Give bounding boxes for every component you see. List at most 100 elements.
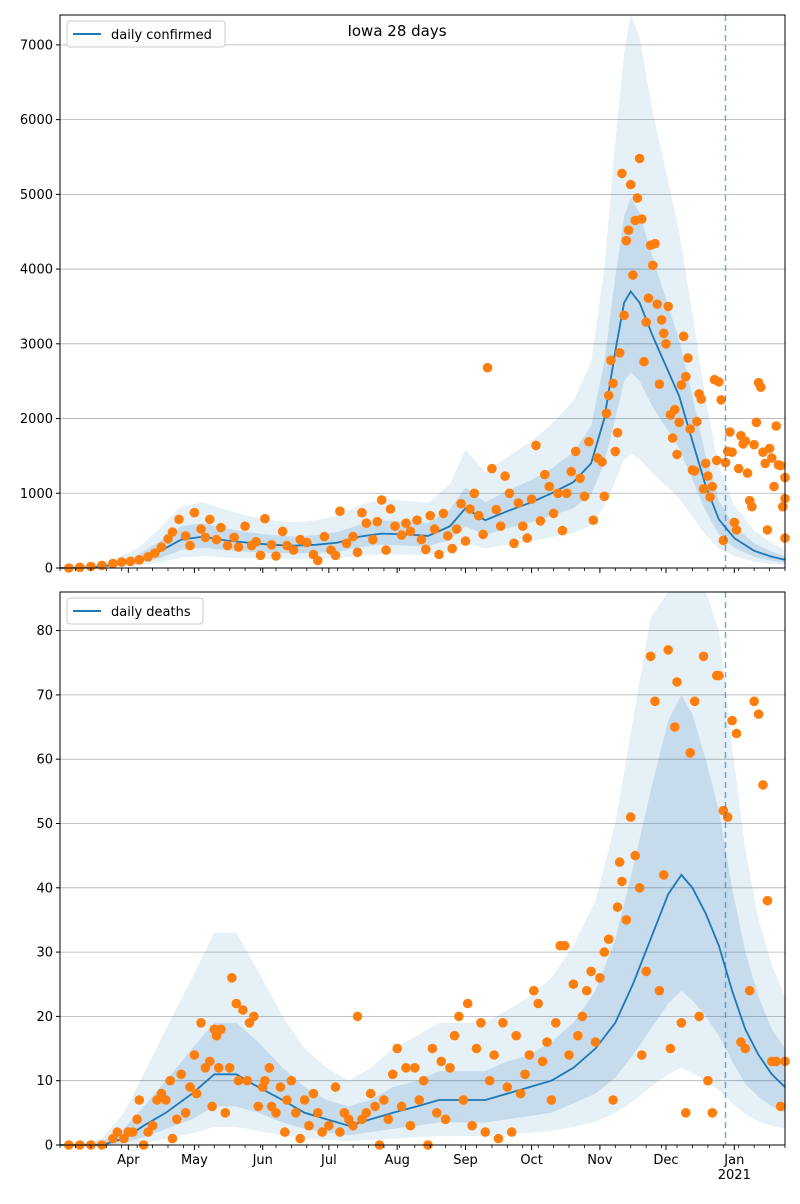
deaths-observed-point bbox=[299, 1095, 310, 1105]
confirmed-points bbox=[64, 153, 790, 573]
deaths-observed-point bbox=[361, 1108, 372, 1118]
deaths-observed-point bbox=[220, 1108, 231, 1118]
deaths-legend: daily deaths bbox=[66, 597, 204, 625]
deaths-observed-point bbox=[546, 1095, 557, 1105]
deaths-observed-point bbox=[659, 870, 669, 880]
confirmed-observed-point bbox=[271, 551, 281, 561]
confirmed-observed-point bbox=[608, 378, 618, 389]
deaths-observed-point bbox=[595, 973, 605, 983]
confirmed-legend: daily confirmed bbox=[66, 20, 226, 48]
confirmed-observed-point bbox=[742, 468, 753, 478]
deaths-y-ticks: 0 10 20 30 40 50 60 70 80 bbox=[36, 624, 60, 1154]
confirmed-observed-point bbox=[670, 404, 680, 415]
deaths-observed-point bbox=[185, 1082, 195, 1092]
confirmed-observed-point bbox=[705, 492, 715, 502]
deaths-observed-point bbox=[714, 670, 724, 681]
deaths-line-group bbox=[60, 873, 786, 1146]
confirmed-observed-point bbox=[747, 501, 757, 512]
deaths-observed-point bbox=[227, 973, 237, 983]
deaths-observed-point bbox=[242, 1075, 253, 1086]
confirmed-y-tick-label: 6000 bbox=[20, 113, 53, 128]
confirmed-observed-point bbox=[632, 193, 643, 203]
confirmed-observed-point bbox=[553, 488, 563, 499]
deaths-observed-point bbox=[727, 715, 737, 726]
deaths-observed-point bbox=[559, 940, 570, 951]
deaths-observed-point bbox=[573, 1030, 583, 1041]
deaths-observed-point bbox=[388, 1069, 398, 1080]
confirmed-observed-point bbox=[718, 535, 729, 546]
confirmed-x-ticks bbox=[59, 568, 786, 573]
deaths-observed-point bbox=[365, 1088, 376, 1099]
confirmed-observed-point bbox=[487, 463, 497, 474]
confirmed-observed-point bbox=[681, 371, 691, 382]
confirmed-y-tick-label: 3000 bbox=[20, 337, 53, 352]
deaths-y-tick-label: 30 bbox=[36, 946, 53, 961]
confirmed-observed-point bbox=[473, 510, 484, 521]
confirmed-observed-point bbox=[526, 494, 537, 505]
deaths-observed-point bbox=[676, 1018, 687, 1028]
confirmed-observed-point bbox=[562, 488, 572, 499]
confirmed-observed-point bbox=[696, 394, 707, 404]
x-tick-label: Jan bbox=[723, 1153, 744, 1168]
deaths-observed-point bbox=[231, 998, 242, 1009]
confirmed-observed-point bbox=[535, 516, 546, 526]
confirmed-observed-point bbox=[733, 463, 744, 474]
deaths-observed-point bbox=[758, 780, 768, 790]
deaths-observed-point bbox=[471, 1043, 482, 1054]
x-tick-label: Oct bbox=[520, 1153, 542, 1168]
confirmed-observed-point bbox=[601, 408, 612, 419]
deaths-observed-point bbox=[213, 1063, 224, 1073]
x-tick-label: Jul bbox=[320, 1153, 337, 1168]
deaths-observed-point bbox=[454, 1011, 464, 1022]
deaths-observed-point bbox=[233, 1075, 244, 1086]
confirmed-observed-point bbox=[443, 531, 453, 541]
deaths-bands bbox=[60, 592, 785, 1145]
confirmed-observed-point bbox=[628, 270, 638, 280]
deaths-observed-point bbox=[134, 1095, 145, 1105]
confirmed-observed-point bbox=[767, 453, 777, 463]
deaths-model-line bbox=[60, 873, 786, 1146]
confirmed-observed-point bbox=[156, 542, 167, 552]
deaths-observed-point bbox=[665, 1043, 676, 1054]
deaths-observed-point bbox=[515, 1088, 526, 1099]
deaths-observed-point bbox=[744, 985, 755, 996]
confirmed-observed-point bbox=[703, 471, 713, 481]
deaths-observed-point bbox=[603, 934, 614, 944]
confirmed-observed-point bbox=[762, 525, 773, 535]
confirmed-observed-point bbox=[405, 526, 416, 537]
deaths-observed-point bbox=[722, 812, 733, 822]
deaths-observed-point bbox=[308, 1088, 319, 1099]
x-tick-label: Apr bbox=[117, 1153, 140, 1168]
confirmed-legend-label: daily confirmed bbox=[111, 28, 212, 43]
confirmed-observed-point bbox=[302, 537, 312, 548]
confirmed-observed-point bbox=[260, 513, 270, 524]
confirmed-observed-point bbox=[357, 507, 367, 518]
confirmed-observed-point bbox=[385, 504, 396, 514]
confirmed-observed-point bbox=[75, 562, 85, 573]
confirmed-observed-point bbox=[513, 498, 524, 508]
confirmed-observed-point bbox=[421, 544, 431, 555]
confirmed-observed-point bbox=[189, 507, 200, 518]
confirmed-observed-point bbox=[698, 484, 709, 494]
confirmed-observed-point bbox=[416, 534, 427, 545]
deaths-observed-point bbox=[614, 857, 625, 867]
deaths-observed-point bbox=[392, 1043, 403, 1054]
confirmed-observed-point bbox=[313, 555, 323, 566]
deaths-observed-point bbox=[641, 966, 651, 977]
confirmed-observed-point bbox=[447, 543, 458, 554]
confirmed-observed-point bbox=[751, 417, 762, 428]
deaths-observed-point bbox=[637, 1050, 647, 1060]
deaths-observed-point bbox=[762, 895, 773, 906]
deaths-observed-point bbox=[216, 1024, 226, 1035]
confirmed-observed-point bbox=[469, 488, 480, 499]
deaths-observed-point bbox=[238, 1005, 248, 1015]
confirmed-observed-point bbox=[648, 260, 658, 271]
deaths-observed-point bbox=[132, 1114, 142, 1125]
confirmed-observed-point bbox=[614, 348, 625, 358]
confirmed-observed-point bbox=[557, 525, 568, 536]
confirmed-y-tick-label: 4000 bbox=[20, 263, 53, 278]
deaths-observed-point bbox=[196, 1018, 206, 1028]
deaths-panel: 0 10 20 30 40 50 60 70 80 Apr May Jun Jul Aug Sep Oct N… bbox=[36, 591, 790, 1183]
confirmed-observed-point bbox=[163, 534, 173, 544]
